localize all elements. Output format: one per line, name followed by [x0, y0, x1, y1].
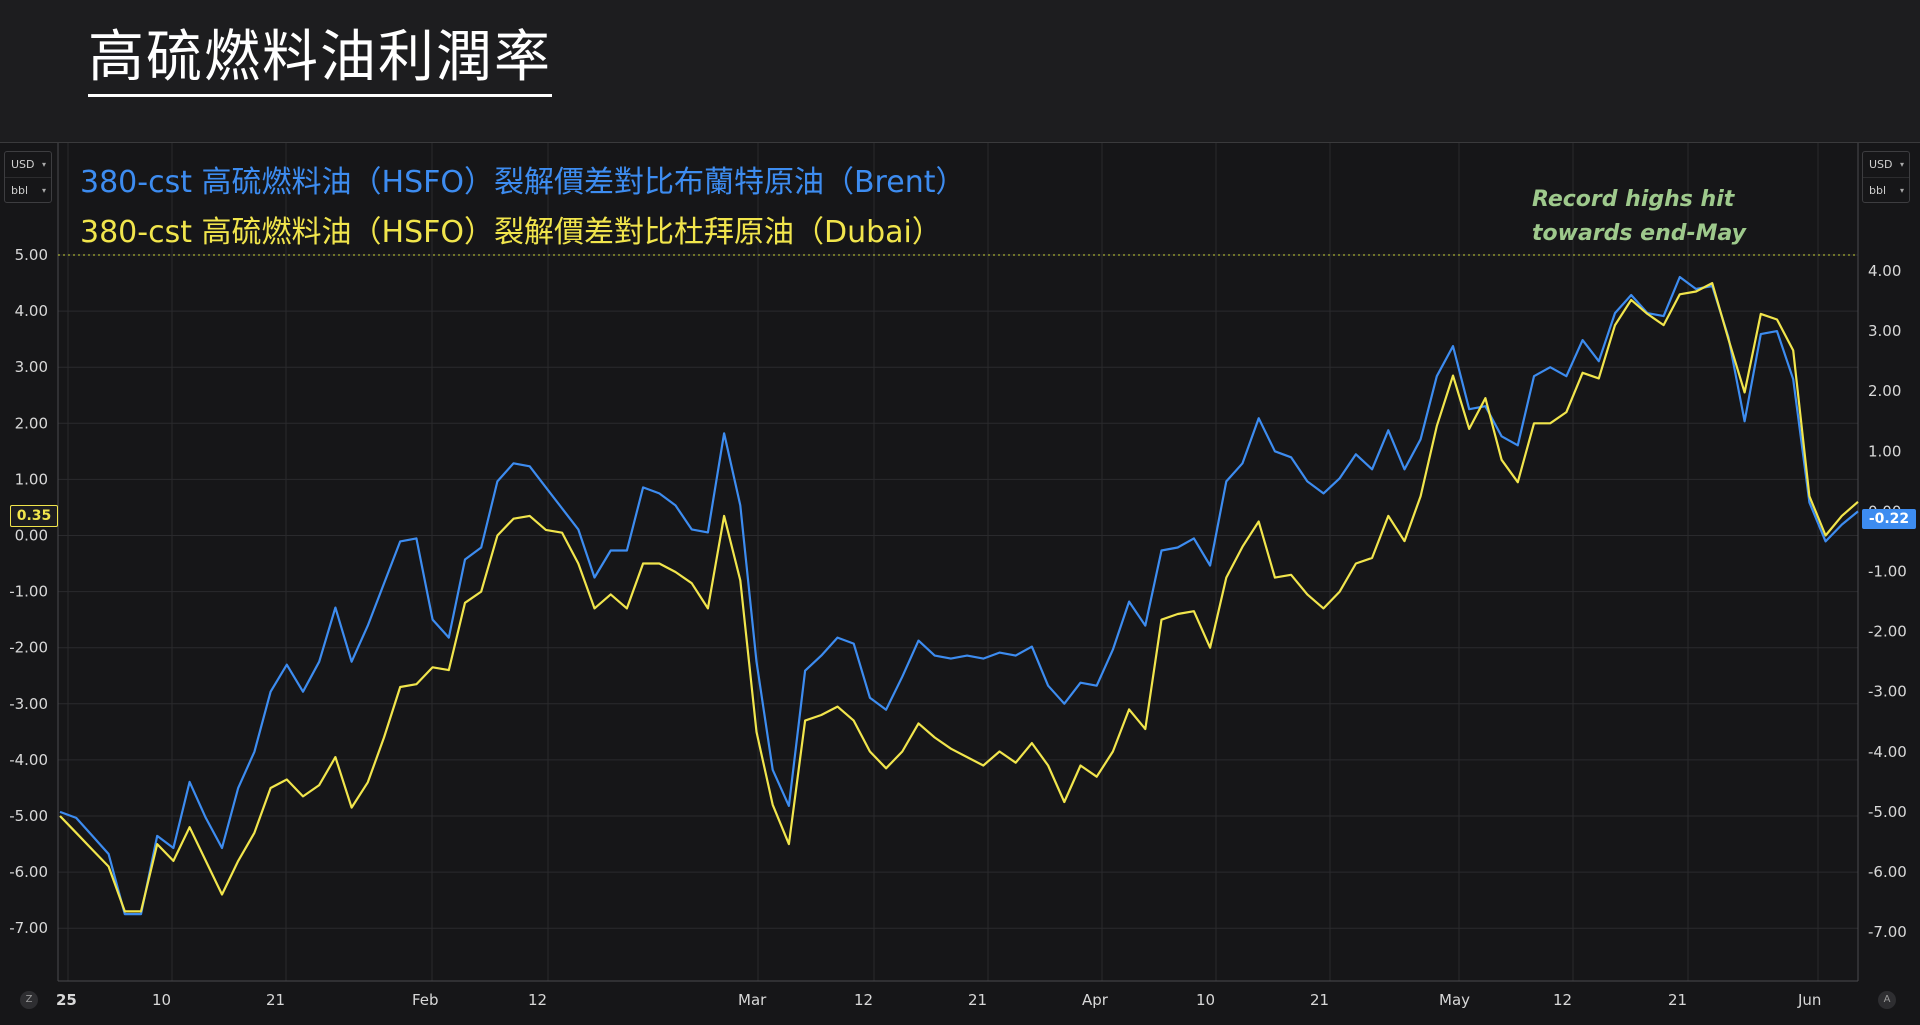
last-value-tag-dubai: 0.35: [10, 505, 58, 527]
y-left-tick-label: -1.00: [9, 583, 48, 601]
grid-layer: [58, 143, 1858, 981]
legend-entry-brent: 380-cst 高硫燃料油（HSFO）裂解價差對比布蘭特原油（Brent）: [80, 165, 966, 200]
x-tick-label: 12: [854, 991, 873, 1009]
y-right-tick-label: 3.00: [1868, 322, 1901, 340]
y-left-tick-label: -4.00: [9, 751, 48, 769]
y-left-tick-label: 3.00: [15, 358, 48, 376]
y-left-tick-label: 5.00: [15, 246, 48, 264]
chevron-down-icon: ▾: [1899, 186, 1904, 195]
x-tick-label: Jun: [1797, 991, 1821, 1009]
y-left-tick-label: -7.00: [9, 919, 48, 937]
unit-selector-right[interactable]: USD ▾ bbl ▾: [1862, 151, 1910, 203]
tick-label-layer: 25 10 21 Feb 12 Mar 12 21 Apr 10 21 May 12 21 Jun 5.00 4…: [9, 246, 1907, 1009]
axis-layer: [57, 143, 1859, 982]
x-tick-label: 21: [968, 991, 987, 1009]
y-right-tick-label: -5.00: [1868, 803, 1907, 821]
x-tick-label: 12: [528, 991, 547, 1009]
legend-entry-dubai: 380-cst 高硫燃料油（HSFO）裂解價差對比杜拜原油（Dubai）: [80, 215, 942, 250]
y-left-tick-label: -6.00: [9, 863, 48, 881]
unit-selector-left[interactable]: USD ▾ bbl ▾: [4, 151, 52, 203]
y-right-tick-label: 2.00: [1868, 382, 1901, 400]
measure-select-left[interactable]: bbl ▾: [5, 177, 51, 203]
y-right-tick-label: -6.00: [1868, 863, 1907, 881]
line-chart: 25 10 21 Feb 12 Mar 12 21 Apr 10 21 May 12 21 Jun 5.00 4…: [9, 143, 1907, 1009]
x-tick-label: 21: [1310, 991, 1329, 1009]
currency-select-right[interactable]: USD ▾: [1863, 152, 1909, 177]
x-tick-label: 21: [1668, 991, 1687, 1009]
auto-scale-button[interactable]: A: [1878, 991, 1896, 1009]
x-tick-label: May: [1439, 991, 1470, 1009]
chart-annotation: Record highs hit towards end-May: [1532, 183, 1746, 251]
annotation-line-1: Record highs hit: [1532, 187, 1735, 212]
chart-frame: 25 10 21 Feb 12 Mar 12 21 Apr 10 21 May 12 21 Jun 5.00 4…: [0, 142, 1920, 1025]
last-value-tag-brent: -0.22: [1862, 509, 1916, 529]
y-right-tick-label: -3.00: [1868, 683, 1907, 701]
x-tick-label: Feb: [412, 991, 439, 1009]
y-left-tick-label: -5.00: [9, 807, 48, 825]
series-line-brent: [59, 275, 1859, 916]
x-tick-label: 21: [266, 991, 285, 1009]
y-right-tick-label: -1.00: [1868, 563, 1907, 581]
x-tick-label: 10: [152, 991, 171, 1009]
y-right-tick-label: 1.00: [1868, 442, 1901, 460]
y-left-tick-label: 1.00: [15, 470, 48, 488]
y-left-tick-label: 4.00: [15, 302, 48, 320]
x-tick-label: 10: [1196, 991, 1215, 1009]
currency-select-left[interactable]: USD ▾: [5, 152, 51, 177]
chevron-down-icon: ▾: [1899, 160, 1904, 169]
x-tick-label: 25: [56, 991, 77, 1009]
y-left-tick-label: -3.00: [9, 695, 48, 713]
x-tick-label: 12: [1553, 991, 1572, 1009]
y-left-tick-label: 2.00: [15, 414, 48, 432]
zoom-button[interactable]: Z: [20, 991, 38, 1009]
x-tick-label: Mar: [738, 991, 767, 1009]
chevron-down-icon: ▾: [41, 160, 46, 169]
y-right-tick-label: 4.00: [1868, 262, 1901, 280]
chevron-down-icon: ▾: [41, 186, 46, 195]
y-right-tick-label: -2.00: [1868, 623, 1907, 641]
y-right-tick-label: -7.00: [1868, 923, 1907, 941]
y-left-tick-label: -2.00: [9, 639, 48, 657]
series-line-dubai: [59, 282, 1859, 913]
series-layer: [59, 275, 1859, 916]
measure-select-right[interactable]: bbl ▾: [1863, 177, 1909, 203]
x-tick-label: Apr: [1082, 991, 1109, 1009]
annotation-line-2: towards end-May: [1532, 221, 1747, 246]
y-right-tick-label: -4.00: [1868, 743, 1907, 761]
y-left-tick-label: 0.00: [15, 527, 48, 545]
page-title: 高硫燃料油利潤率: [88, 25, 552, 98]
